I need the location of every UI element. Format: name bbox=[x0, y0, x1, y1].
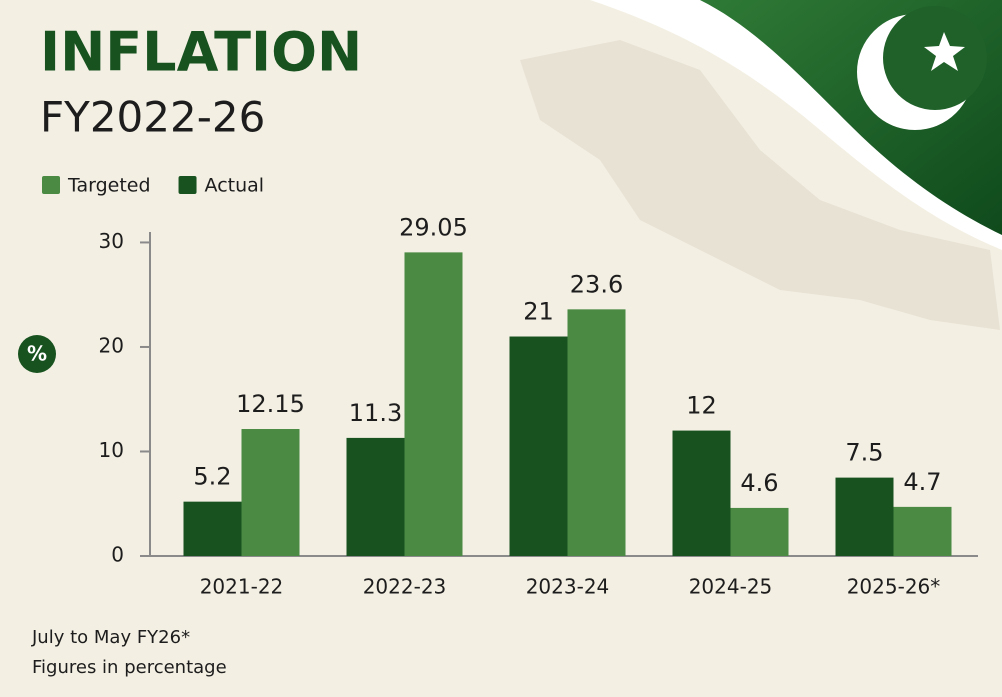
x-tick-label: 2023-24 bbox=[526, 575, 610, 599]
y-axis-label: % bbox=[27, 342, 47, 366]
data-label: 29.05 bbox=[399, 213, 468, 241]
legend: Targeted Actual bbox=[42, 175, 264, 197]
note: Figures in percentage bbox=[32, 657, 227, 678]
x-tick-label: 2022-23 bbox=[363, 575, 447, 599]
bar bbox=[346, 437, 405, 556]
flag-star bbox=[924, 32, 965, 71]
bar bbox=[835, 477, 894, 556]
bar bbox=[183, 501, 242, 556]
data-label: 12.15 bbox=[236, 390, 305, 418]
data-label: 12 bbox=[686, 392, 717, 420]
y-tick-label: 30 bbox=[99, 229, 124, 253]
note: July to May FY26* bbox=[31, 627, 190, 648]
bar bbox=[241, 429, 300, 556]
bar bbox=[404, 252, 463, 556]
bar bbox=[509, 336, 568, 556]
data-label: 5.2 bbox=[193, 463, 231, 491]
data-label: 4.6 bbox=[740, 469, 778, 497]
bar bbox=[893, 506, 952, 556]
data-label: 21 bbox=[523, 298, 554, 326]
legend-label: Actual bbox=[205, 175, 265, 197]
y-label-badge bbox=[18, 335, 56, 373]
legend-label: Targeted bbox=[67, 175, 151, 197]
y-tick-label: 20 bbox=[99, 333, 124, 357]
data-label: 7.5 bbox=[845, 439, 883, 467]
y-tick-label: 10 bbox=[99, 438, 124, 462]
y-tick-label: 0 bbox=[111, 543, 124, 567]
data-label: 23.6 bbox=[570, 270, 623, 298]
legend-swatch bbox=[42, 176, 60, 194]
data-label: 4.7 bbox=[903, 468, 941, 496]
chart-subtitle: FY2022-26 bbox=[40, 93, 265, 142]
bar bbox=[567, 309, 626, 556]
chart-title: INFLATION bbox=[40, 21, 362, 84]
legend-swatch bbox=[178, 176, 197, 194]
bar bbox=[730, 507, 789, 556]
map-silhouette bbox=[520, 40, 1000, 330]
bar bbox=[672, 430, 731, 556]
flag-crescent-cut bbox=[883, 6, 987, 110]
x-tick-label: 2025-26* bbox=[847, 575, 941, 599]
x-tick-label: 2024-25 bbox=[689, 575, 773, 599]
x-tick-label: 2021-22 bbox=[200, 575, 284, 599]
data-label: 11.3 bbox=[349, 399, 402, 427]
